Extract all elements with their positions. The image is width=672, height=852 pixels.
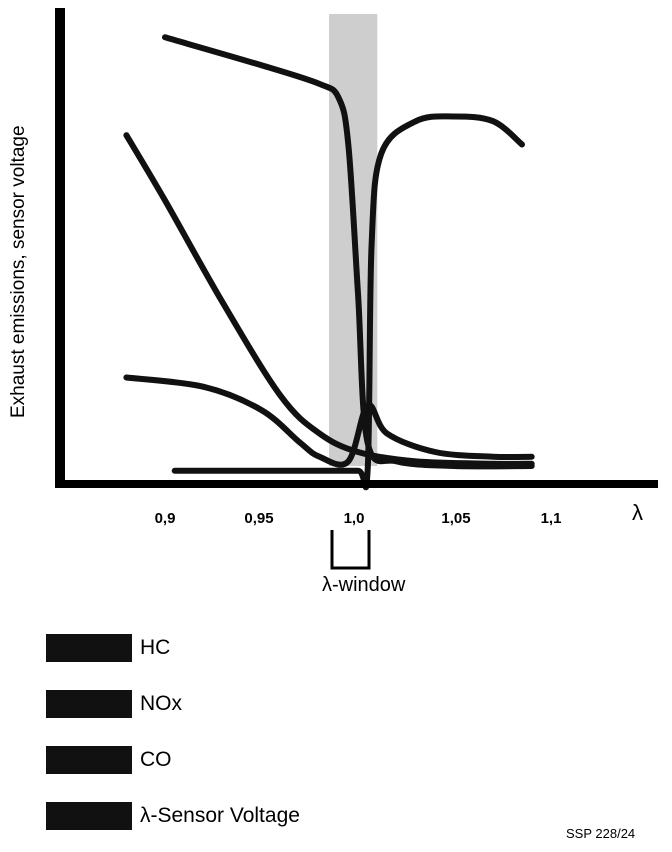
x-tick-label: 1,1 — [540, 510, 562, 527]
legend-swatch — [46, 690, 132, 718]
y-axis-label: Exhaust emissions, sensor voltage — [8, 125, 29, 418]
legend-item-nox: NOx — [46, 676, 300, 732]
legend-item-co: CO — [46, 732, 300, 788]
legend-item-hc: HC — [46, 620, 300, 676]
legend-label: HC — [140, 636, 171, 659]
x-tick-label: 1,05 — [441, 510, 471, 527]
legend-swatch — [46, 634, 132, 662]
x-axis-label: λ — [632, 500, 643, 525]
lambda-window-label: λ-window — [322, 574, 406, 596]
series-line-co — [162, 34, 535, 470]
legend: HC NOx CO λ-Sensor Voltage — [46, 620, 300, 844]
x-tick-label: 0,95 — [244, 510, 274, 527]
legend-label: NOx — [140, 692, 182, 715]
x-tick-label: 0,9 — [154, 510, 176, 527]
series-line-sensor-voltage — [171, 113, 525, 491]
legend-label: CO — [140, 748, 172, 771]
x-tick-label: 1,0 — [343, 510, 365, 527]
legend-swatch — [46, 802, 132, 830]
series-line-nox — [123, 374, 535, 468]
legend-label: λ-Sensor Voltage — [140, 804, 300, 827]
source-caption: SSP 228/24 — [566, 826, 636, 841]
legend-item-sensor-voltage: λ-Sensor Voltage — [46, 788, 300, 844]
legend-swatch — [46, 746, 132, 774]
lambda-window-bracket — [330, 530, 371, 570]
series-layer — [123, 34, 535, 491]
